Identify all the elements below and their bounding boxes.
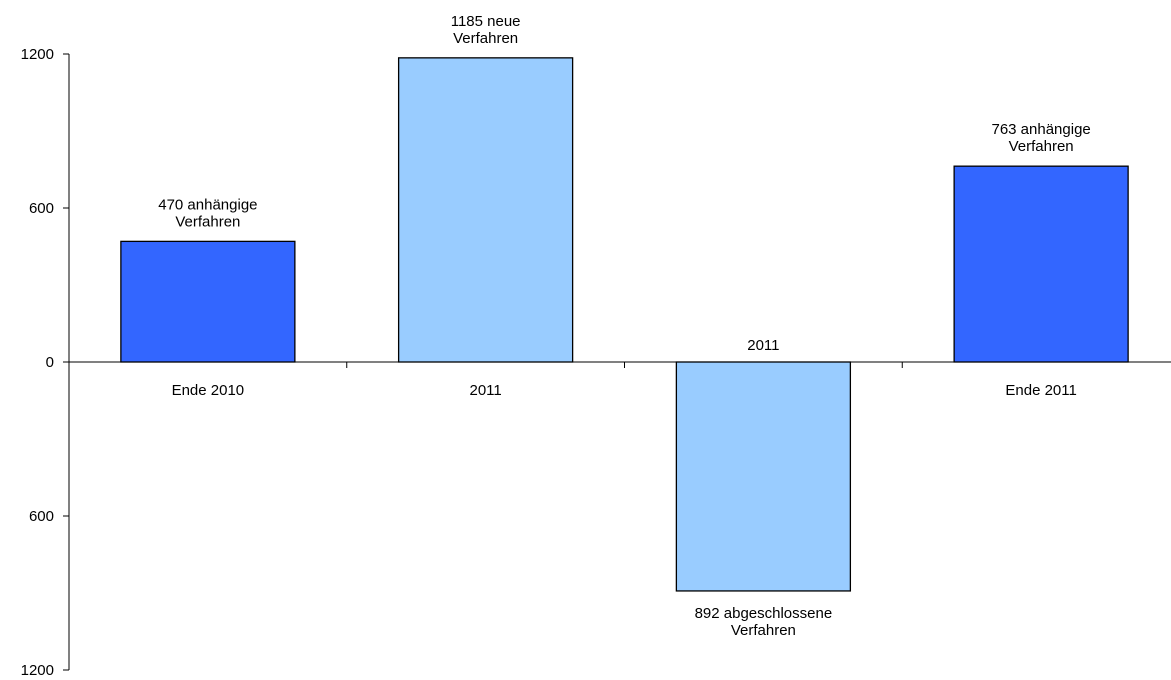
category-label: Ende 2010	[172, 382, 245, 399]
data-label: Verfahren	[175, 213, 240, 230]
y-tick-label: 600	[29, 200, 54, 217]
bar-1	[120, 240, 296, 363]
x-axis: Ende 2010 2011 2011 Ende 2011	[69, 337, 1171, 399]
bars	[120, 57, 1129, 592]
data-label: 470 anhängige	[158, 196, 257, 213]
data-label: Verfahren	[453, 30, 518, 47]
y-tick-label: 600	[29, 508, 54, 525]
category-label: 2011	[469, 382, 501, 399]
y-tick-label: 1200	[21, 46, 54, 63]
y-tick-label: 0	[46, 354, 54, 371]
bar-4	[953, 165, 1129, 363]
data-label: Verfahren	[731, 622, 796, 639]
data-label: Verfahren	[1009, 138, 1074, 155]
data-label: 892 abgeschlossene	[695, 605, 833, 622]
bar-3	[675, 361, 852, 592]
category-label: Ende 2011	[1005, 382, 1076, 399]
y-tick-label: 1200	[21, 662, 54, 679]
y-axis: 1200 600 0 600 1200	[21, 46, 70, 679]
data-label: 1185 neue	[451, 13, 521, 30]
category-label: 2011	[747, 337, 779, 354]
bar-2	[397, 57, 574, 363]
data-label: 763 anhängige	[991, 121, 1090, 138]
